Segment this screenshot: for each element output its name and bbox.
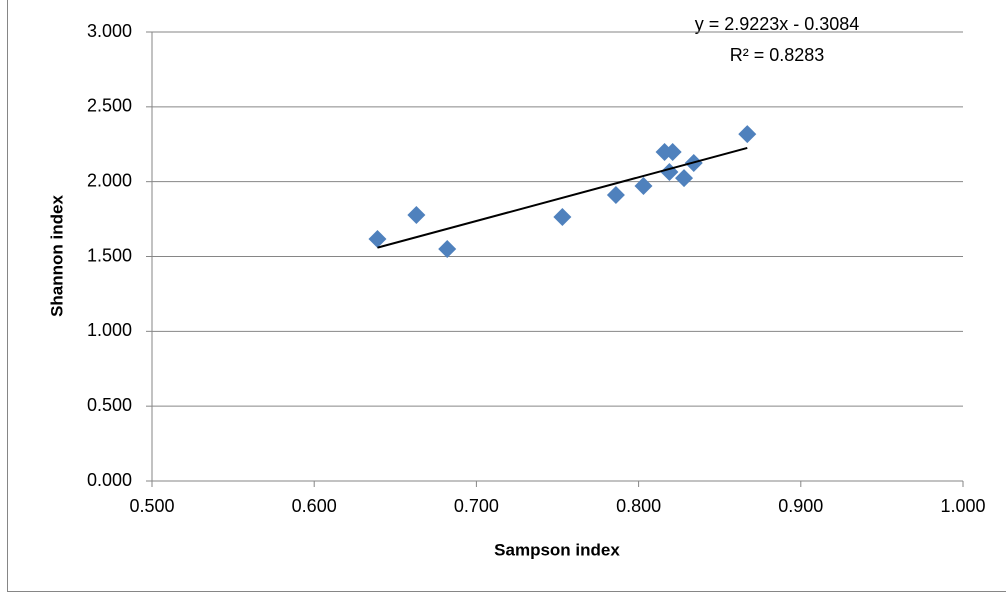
- y-tick-label: 2.500: [87, 96, 132, 116]
- x-tick-label: 1.000: [940, 496, 985, 516]
- point: [663, 143, 682, 162]
- point: [738, 125, 757, 144]
- y-tick-label: 1.000: [87, 320, 132, 340]
- y-tick-label: 1.500: [87, 245, 132, 265]
- point: [553, 207, 572, 226]
- x-tick-label: 0.800: [616, 496, 661, 516]
- trendline-r2: R² = 0.8283: [730, 45, 825, 65]
- y-tick-label: 0.500: [87, 395, 132, 415]
- point: [368, 229, 387, 248]
- x-tick-label: 0.600: [292, 496, 337, 516]
- point: [606, 185, 625, 204]
- x-axis-title: Sampson index: [494, 540, 620, 559]
- y-tick-label: 3.000: [87, 21, 132, 41]
- y-tick-label: 0.000: [87, 470, 132, 490]
- trendline: [377, 146, 748, 249]
- trendline-equation: y = 2.9223x - 0.3084: [695, 14, 860, 34]
- point: [634, 177, 653, 196]
- point: [438, 240, 457, 259]
- point: [407, 206, 426, 225]
- x-tick-label: 0.900: [778, 496, 823, 516]
- point: [675, 169, 694, 188]
- y-axis-title: Shannon index: [47, 195, 66, 317]
- y-tick-label: 2.000: [87, 170, 132, 190]
- x-tick-label: 0.700: [454, 496, 499, 516]
- chart-frame: [7, 0, 1006, 592]
- x-tick-label: 0.500: [129, 496, 174, 516]
